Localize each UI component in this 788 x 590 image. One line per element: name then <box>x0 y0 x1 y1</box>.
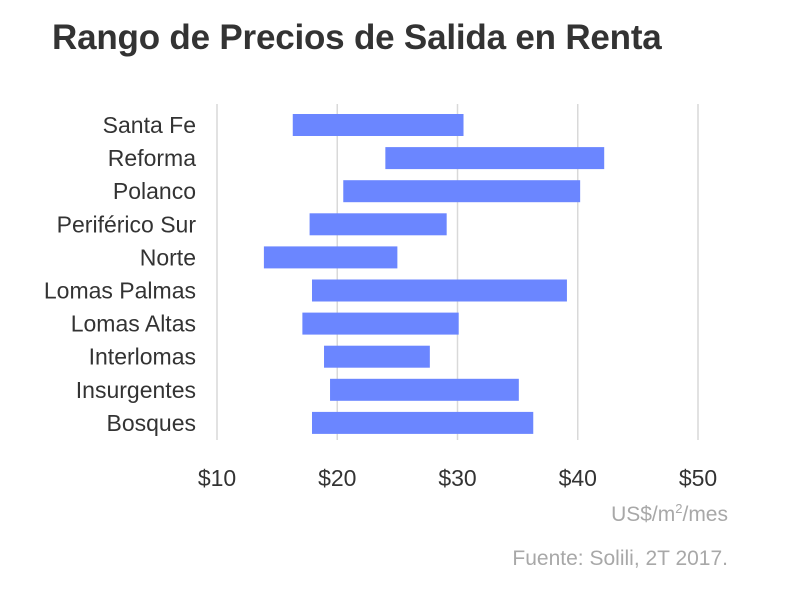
bar <box>302 312 459 335</box>
bar <box>343 180 581 203</box>
bars <box>263 114 605 434</box>
x-tick-label: $30 <box>438 465 476 491</box>
category-label: Lomas Altas <box>71 311 196 337</box>
category-label: Santa Fe <box>103 112 196 138</box>
x-tick-labels: $10 $20 $30 $40 $50 <box>198 465 717 491</box>
category-label: Norte <box>140 244 196 270</box>
x-tick-label: $10 <box>198 465 236 491</box>
bar <box>324 345 430 368</box>
category-labels: Santa Fe Reforma Polanco Periférico Sur Nort… <box>44 112 196 436</box>
x-tick-label: $20 <box>318 465 356 491</box>
bar <box>292 114 464 136</box>
x-tick-label: $50 <box>679 465 717 491</box>
bar <box>311 411 534 434</box>
category-label: Interlomas <box>89 344 196 370</box>
bar <box>385 147 605 170</box>
chart-title: Rango de Precios de Salida en Renta <box>52 18 662 57</box>
x-tick-label: $40 <box>559 465 597 491</box>
category-label: Lomas Palmas <box>44 278 196 304</box>
bar <box>263 246 398 269</box>
category-label: Bosques <box>106 410 196 436</box>
category-label: Polanco <box>113 178 196 204</box>
category-label: Insurgentes <box>76 377 196 403</box>
bar <box>330 378 519 401</box>
source-note: Fuente: Solili, 2T 2017. <box>512 547 728 570</box>
category-label: Periférico Sur <box>57 211 197 237</box>
bar <box>311 279 567 302</box>
unit-label: US$/m2/mes <box>611 501 728 526</box>
category-label: Reforma <box>108 145 196 171</box>
bar <box>309 213 447 236</box>
